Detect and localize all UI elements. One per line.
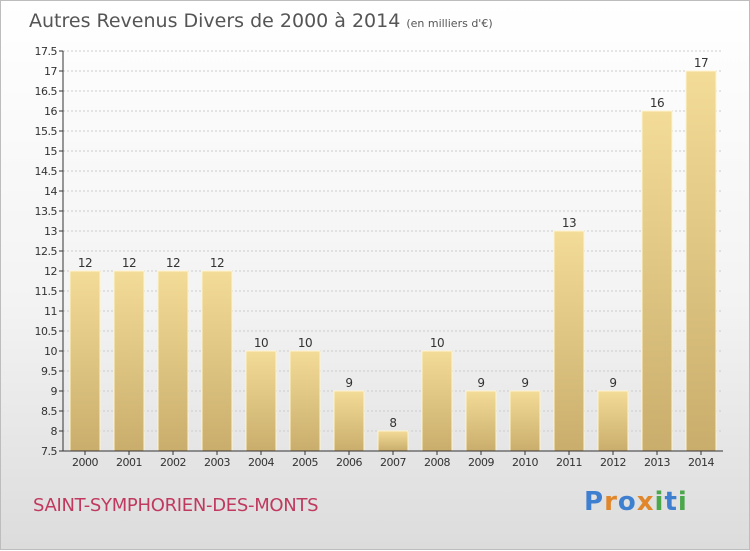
axes: 7.5 8 8.5 9 9.5 10 10.5 11 11.5 12 12.5 13 13.5 14 14.… bbox=[35, 45, 723, 469]
y-tick-label: 10 bbox=[44, 345, 57, 358]
y-tick-label: 17 bbox=[44, 65, 57, 78]
bar-value-label: 12 bbox=[210, 256, 224, 270]
logo-letter: P bbox=[584, 487, 605, 517]
bar bbox=[157, 270, 189, 452]
y-tick-label: 16 bbox=[44, 105, 57, 118]
x-tick-label: 2004 bbox=[248, 456, 274, 469]
bar-value-label: 12 bbox=[122, 256, 136, 270]
x-tick-label: 2003 bbox=[204, 456, 230, 469]
x-tick-label: 2009 bbox=[468, 456, 494, 469]
logo-letter: x bbox=[636, 487, 655, 517]
bar-value-label: 10 bbox=[430, 336, 444, 350]
x-tick-label: 2005 bbox=[292, 456, 318, 469]
y-tick-label: 12 bbox=[44, 265, 57, 278]
x-tick-label: 2008 bbox=[424, 456, 450, 469]
y-tick-label: 14.5 bbox=[35, 165, 58, 178]
bar-value-label: 10 bbox=[298, 336, 312, 350]
y-tick-label: 17.5 bbox=[35, 45, 58, 58]
y-tick-label: 11.5 bbox=[35, 285, 58, 298]
chart-title: Autres Revenus Divers de 2000 à 2014 (en … bbox=[29, 10, 493, 32]
bar-value-label: 12 bbox=[166, 256, 180, 270]
x-tick-label: 2000 bbox=[72, 456, 98, 469]
y-tick-label: 14 bbox=[44, 185, 57, 198]
logo-letter: o bbox=[617, 487, 637, 517]
bar bbox=[553, 230, 585, 452]
y-tick-label: 8 bbox=[51, 425, 58, 438]
x-tick-label: 2013 bbox=[644, 456, 670, 469]
logo-letter: r bbox=[604, 487, 618, 517]
bar bbox=[245, 350, 277, 452]
y-tick-label: 9.5 bbox=[41, 365, 57, 378]
bar bbox=[597, 390, 629, 452]
bar bbox=[377, 430, 409, 452]
bar-value-label: 10 bbox=[254, 336, 268, 350]
proxiti-logo: Proxiti bbox=[584, 487, 688, 517]
bars: 12 12 12 12 10 10 9 8 10 9 9 13 9 16 17 bbox=[69, 56, 717, 452]
x-tick-label: 2012 bbox=[600, 456, 626, 469]
y-tick-label: 7.5 bbox=[41, 445, 57, 458]
bar-value-label: 9 bbox=[345, 376, 352, 390]
bar bbox=[509, 390, 541, 452]
bar bbox=[201, 270, 233, 452]
bar bbox=[333, 390, 365, 452]
x-tick-label: 2010 bbox=[512, 456, 538, 469]
y-tick-label: 9 bbox=[51, 385, 58, 398]
y-tick-label: 13.5 bbox=[35, 205, 58, 218]
bar-value-label: 12 bbox=[78, 256, 92, 270]
bar bbox=[69, 270, 101, 452]
bar bbox=[465, 390, 497, 452]
y-tick-label: 15.5 bbox=[35, 125, 58, 138]
bar bbox=[641, 110, 673, 452]
y-tick-label: 8.5 bbox=[41, 405, 57, 418]
logo-letter: t bbox=[664, 487, 678, 517]
y-tick-label: 15 bbox=[44, 145, 57, 158]
y-tick-label: 13 bbox=[44, 225, 57, 238]
commune-name: SAINT-SYMPHORIEN-DES-MONTS bbox=[33, 495, 319, 516]
bar-value-label: 16 bbox=[650, 96, 664, 110]
unit-label: (en milliers d'€) bbox=[406, 17, 493, 30]
x-tick-label: 2007 bbox=[380, 456, 406, 469]
x-tick-label: 2014 bbox=[688, 456, 714, 469]
y-tick-label: 16.5 bbox=[35, 85, 58, 98]
x-tick-label: 2002 bbox=[160, 456, 186, 469]
bar bbox=[289, 350, 321, 452]
x-tick-label: 2006 bbox=[336, 456, 362, 469]
bar-value-label: 9 bbox=[521, 376, 528, 390]
bar-value-label: 17 bbox=[694, 56, 708, 70]
bar-value-label: 9 bbox=[609, 376, 616, 390]
logo-letter: i bbox=[654, 487, 665, 517]
bar bbox=[421, 350, 453, 452]
bar bbox=[113, 270, 145, 452]
title-text: Autres Revenus Divers de 2000 à 2014 bbox=[29, 10, 401, 32]
logo-letter: i bbox=[677, 487, 688, 517]
bar-value-label: 8 bbox=[389, 416, 396, 430]
y-tick-label: 11 bbox=[44, 305, 57, 318]
bar-value-label: 9 bbox=[477, 376, 484, 390]
bar bbox=[685, 70, 717, 452]
y-tick-label: 10.5 bbox=[35, 325, 58, 338]
x-tick-label: 2001 bbox=[116, 456, 142, 469]
y-tick-label: 12.5 bbox=[35, 245, 58, 258]
x-tick-label: 2011 bbox=[556, 456, 582, 469]
bar-value-label: 13 bbox=[562, 216, 576, 230]
